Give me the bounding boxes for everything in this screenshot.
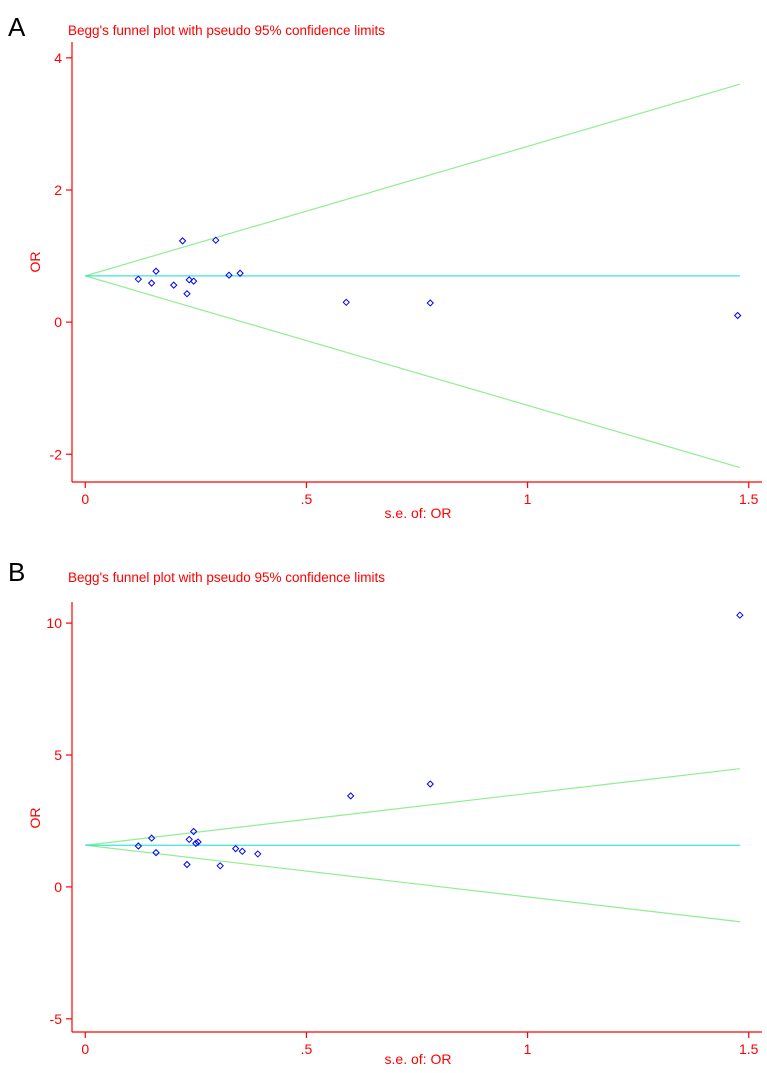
y-tick-label-b: 5 — [54, 747, 62, 763]
y-tick-label-b: 10 — [46, 615, 62, 631]
y-axis-label-a: OR — [27, 252, 43, 273]
panel-label-b: B — [8, 557, 25, 587]
y-axis-label-b: OR — [27, 808, 43, 829]
study-point-a — [152, 267, 160, 275]
study-point-b — [426, 780, 434, 788]
x-tick-label-b: 0 — [81, 1041, 89, 1057]
study-point-b — [147, 834, 156, 842]
y-tick-label-b: -5 — [50, 1011, 63, 1027]
study-point-b — [736, 611, 744, 619]
lower-confidence-limit-a — [85, 275, 741, 469]
x-tick-label-b: .5 — [301, 1041, 313, 1057]
x-axis-label-b: s.e. of: OR — [385, 1051, 452, 1067]
x-tick-label-a: 1 — [524, 491, 532, 507]
study-point-a — [185, 276, 193, 284]
panel-label-a: A — [8, 12, 26, 42]
study-point-a — [189, 277, 198, 285]
study-point-b — [189, 827, 198, 836]
study-point-a — [426, 299, 434, 307]
study-point-a — [134, 275, 143, 283]
plot-area-a: -2 0 2 4 0 .5 1 1.5 — [50, 42, 762, 507]
y-tick-label-a: 4 — [54, 50, 62, 66]
study-point-a — [212, 236, 220, 244]
y-tick-label-a: 0 — [54, 314, 62, 330]
study-point-b — [185, 835, 193, 844]
x-tick-label-a: 1.5 — [739, 491, 759, 507]
panel-b: B Begg's funnel plot with pseudo 95% con… — [8, 557, 762, 1067]
study-point-a — [733, 311, 742, 320]
study-point-a — [170, 281, 178, 289]
x-tick-label-a: 0 — [81, 491, 89, 507]
study-point-a — [342, 298, 350, 307]
study-point-a — [225, 271, 233, 279]
study-point-b — [254, 850, 262, 858]
y-tick-label-a: 2 — [54, 182, 62, 198]
x-tick-label-b: 1 — [524, 1041, 532, 1057]
x-axis-label-a: s.e. of: OR — [385, 505, 452, 521]
lower-confidence-limit-b — [85, 844, 740, 923]
panel-a: A Begg's funnel plot with pseudo 95% con… — [8, 12, 762, 521]
study-point-b — [183, 860, 191, 869]
study-point-b — [231, 844, 240, 853]
study-point-b — [192, 839, 200, 848]
plot-area-b: -5 0 5 10 0 .5 1 1.5 — [46, 602, 762, 1057]
chart-title-a: Begg's funnel plot with pseudo 95% confi… — [68, 23, 385, 38]
study-point-a — [183, 290, 191, 298]
study-point-b — [216, 862, 224, 870]
study-point-b — [134, 842, 143, 850]
y-tick-label-a: -2 — [50, 446, 63, 462]
study-point-b — [238, 847, 246, 856]
study-point-b — [194, 838, 202, 846]
y-tick-label-b: 0 — [54, 879, 62, 895]
upper-confidence-limit-a — [85, 83, 741, 277]
study-point-a — [147, 279, 156, 287]
study-point-a — [236, 269, 244, 277]
x-tick-label-b: 1.5 — [739, 1041, 759, 1057]
study-point-a — [178, 237, 187, 245]
study-point-b — [346, 792, 355, 800]
chart-title-b: Begg's funnel plot with pseudo 95% confi… — [68, 570, 385, 585]
upper-confidence-limit-b — [85, 768, 740, 846]
x-tick-label-a: .5 — [301, 491, 313, 507]
study-point-b — [152, 848, 160, 857]
